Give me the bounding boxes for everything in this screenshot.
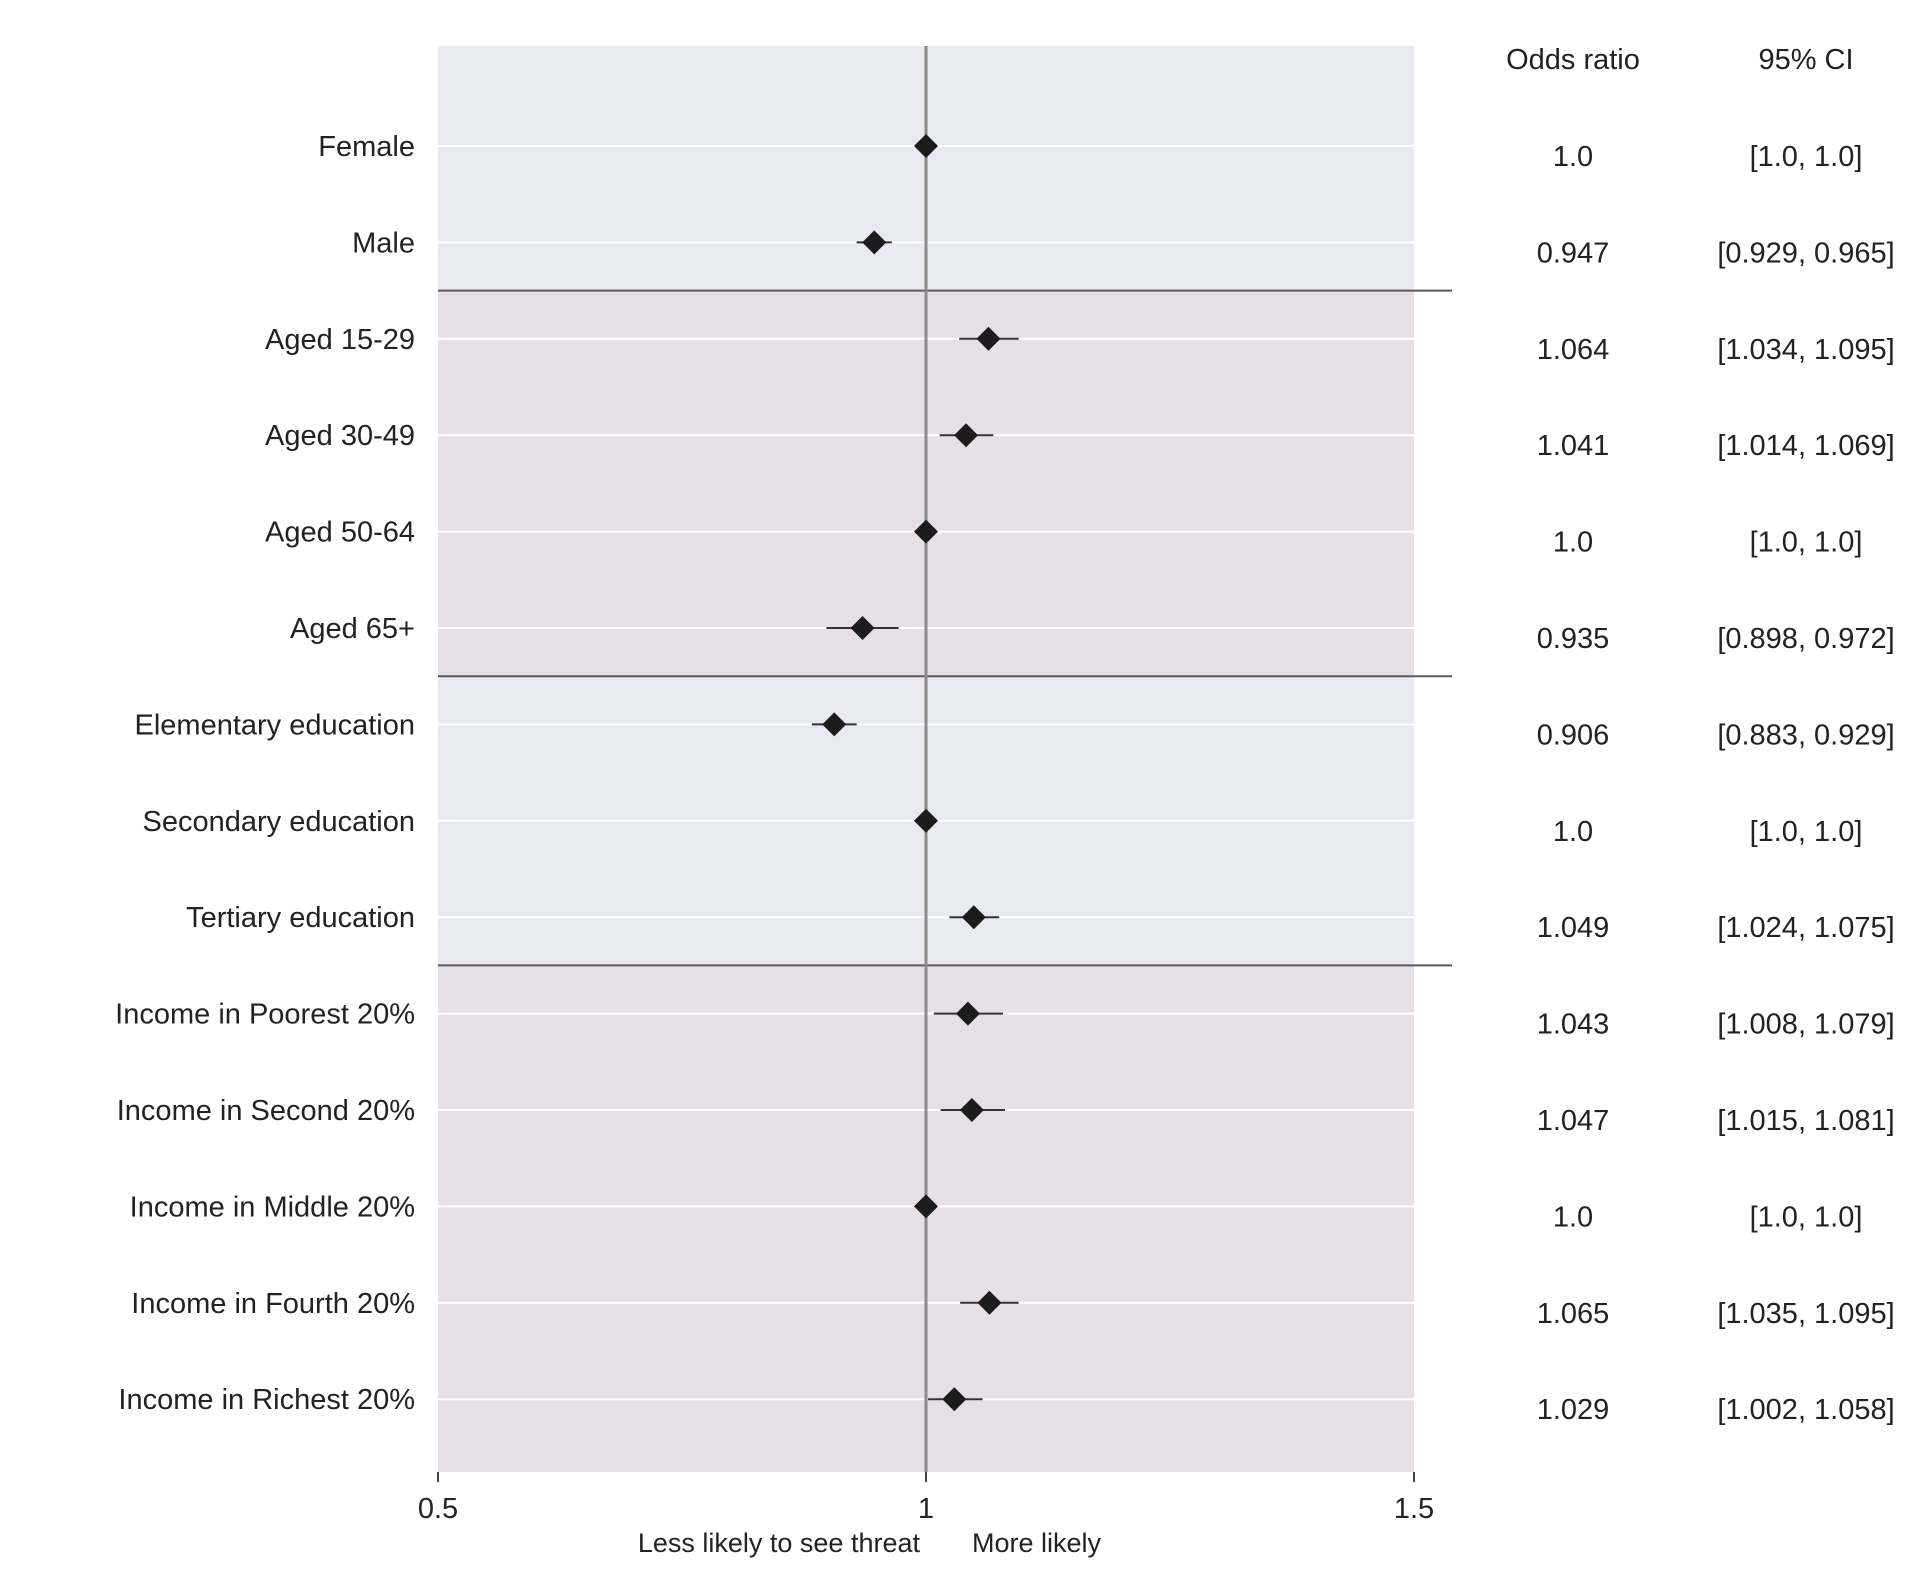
estimate-marker	[976, 326, 1001, 351]
odds-ratio-value: 1.029	[1537, 1394, 1610, 1426]
ci-value: [0.883, 0.929]	[1717, 719, 1894, 751]
ci-value: [1.015, 1.081]	[1717, 1105, 1894, 1137]
odds-ratio-value: 1.0	[1553, 527, 1593, 559]
x-tick-label: 0.5	[418, 1493, 458, 1525]
estimate-marker	[850, 616, 875, 640]
ci-header: 95% CI	[1758, 44, 1853, 76]
odds-ratio-value: 1.0	[1553, 1201, 1593, 1233]
row-label: Secondary education	[143, 806, 415, 838]
x-axis: 0.5 1 1.5	[418, 1472, 1434, 1525]
ci-value: [1.0, 1.0]	[1750, 141, 1863, 173]
group-separators	[438, 289, 1452, 967]
ci-value: [1.002, 1.058]	[1717, 1394, 1894, 1426]
ci-value: [1.024, 1.075]	[1717, 912, 1894, 944]
estimate-marker	[959, 1098, 984, 1122]
odds-ratio-value: 1.0	[1553, 141, 1593, 173]
odds-ratio-value: 1.043	[1537, 1009, 1610, 1041]
ci-value: [0.898, 0.972]	[1717, 623, 1894, 655]
estimate-marker	[942, 1387, 967, 1412]
ci-value: [1.0, 1.0]	[1750, 816, 1863, 848]
ci-value: [1.035, 1.095]	[1717, 1298, 1894, 1330]
ci-value: [1.034, 1.095]	[1717, 334, 1894, 366]
estimate-marker	[914, 134, 938, 158]
row-label: Aged 50-64	[265, 517, 415, 549]
x-tick-label: 1	[918, 1493, 934, 1525]
row-label: Income in Second 20%	[117, 1095, 415, 1127]
row-label: Female	[318, 131, 415, 163]
row-label: Aged 65+	[290, 613, 415, 645]
estimate-marker	[822, 712, 847, 737]
ci-value: [1.0, 1.0]	[1750, 1201, 1863, 1233]
odds-ratio-value: 1.041	[1537, 430, 1610, 462]
odds-ratio-value: 1.065	[1537, 1298, 1610, 1330]
less-likely-annotation: Less likely to see threat	[638, 1528, 921, 1558]
row-label: Income in Middle 20%	[130, 1191, 415, 1223]
row-label: Income in Fourth 20%	[131, 1288, 415, 1320]
ci-value: [1.0, 1.0]	[1750, 527, 1863, 559]
estimate-marker	[914, 519, 938, 544]
odds-ratio-value: 1.049	[1537, 912, 1610, 944]
odds-ratio-header: Odds ratio	[1506, 44, 1640, 76]
odds-ratio-value: 1.0	[1553, 816, 1593, 848]
results-table: Odds ratio 95% CI 1.0 [1.0, 1.0] 0.947 [0.9…	[1506, 44, 1895, 1426]
estimate-marker	[977, 1290, 1002, 1315]
estimate-marker	[954, 423, 979, 448]
estimate-marker	[961, 905, 986, 930]
estimate-marker	[862, 230, 887, 255]
estimate-marker	[914, 1194, 938, 1219]
odds-ratio-value: 0.935	[1537, 623, 1610, 655]
row-label: Male	[352, 227, 415, 259]
row-label: Tertiary education	[186, 902, 415, 934]
x-tick-label: 1.5	[1394, 1493, 1434, 1525]
estimate-marker	[914, 808, 938, 833]
estimate-marker	[955, 1001, 980, 1026]
row-labels: Female Male Aged 15-29 Aged 30-49 Aged 50-64…	[115, 131, 415, 1416]
row-label: Elementary education	[135, 709, 416, 741]
estimates	[811, 134, 1019, 1412]
row-label: Aged 30-49	[265, 420, 415, 452]
row-label: Aged 15-29	[265, 324, 415, 356]
odds-ratio-value: 0.906	[1537, 719, 1610, 751]
odds-ratio-value: 1.047	[1537, 1105, 1610, 1137]
ci-value: [0.929, 0.965]	[1717, 237, 1894, 269]
row-label: Income in Poorest 20%	[115, 999, 415, 1031]
ci-value: [1.008, 1.079]	[1717, 1009, 1894, 1041]
row-label: Income in Richest 20%	[118, 1384, 415, 1416]
more-likely-annotation: More likely	[972, 1528, 1102, 1558]
ci-value: [1.014, 1.069]	[1717, 430, 1894, 462]
odds-ratio-value: 0.947	[1537, 237, 1610, 269]
odds-ratio-value: 1.064	[1537, 334, 1610, 366]
